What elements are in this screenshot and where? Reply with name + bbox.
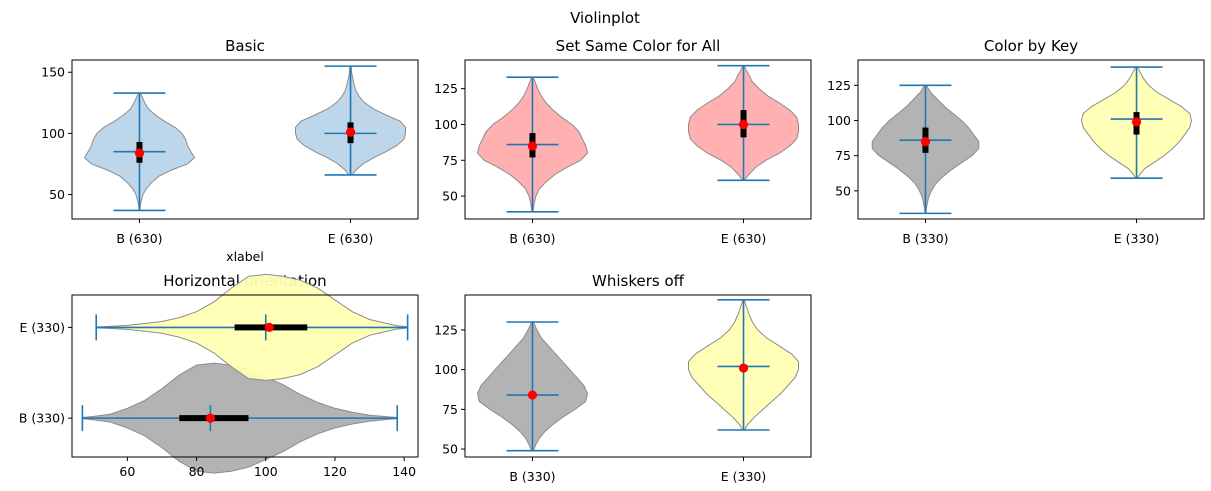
- panel-basic: Basic 50 100 150 B (630) E (630) xlabel: [41, 37, 419, 264]
- violin-median-dot: [527, 141, 538, 151]
- x-axis-label: xlabel: [226, 249, 264, 264]
- value-tick-label: 125: [827, 78, 851, 93]
- axes-frame: [857, 59, 1205, 220]
- category-tick-label: B (630): [509, 231, 555, 246]
- violin-median-dot: [920, 137, 931, 147]
- panels: Basic 50 100 150 B (630) E (630) xlabel Set Sam…: [19, 37, 1205, 484]
- category-tick-label: E (330): [20, 320, 65, 335]
- violin-median-dot: [264, 322, 274, 332]
- value-tick-label: 50: [835, 183, 851, 198]
- violin-median-dot: [738, 363, 749, 373]
- value-tick-label: 140: [392, 464, 416, 479]
- category-tick-label: E (630): [328, 231, 373, 246]
- violin-median-dot: [345, 127, 356, 137]
- panel-title: Set Same Color for All: [556, 37, 721, 55]
- value-tick-label: 150: [41, 65, 65, 80]
- value-tick-label: 75: [442, 153, 458, 168]
- panel-title: Whiskers off: [592, 272, 685, 290]
- category-tick-label: E (330): [1114, 231, 1159, 246]
- panel-title: Basic: [225, 37, 265, 55]
- violin-median-dot: [134, 148, 145, 158]
- violin-median-dot: [738, 119, 749, 130]
- value-tick-label: 75: [442, 402, 458, 417]
- value-tick-label: 100: [827, 113, 851, 128]
- violin-median-dot: [205, 413, 215, 423]
- value-tick-label: 125: [434, 81, 458, 96]
- axes-frame: [71, 294, 419, 458]
- value-tick-label: 100: [434, 117, 458, 132]
- category-tick-label: B (330): [19, 411, 65, 426]
- panel-title: Color by Key: [984, 37, 1078, 55]
- axes-frame: [464, 59, 812, 220]
- value-tick-label: 50: [442, 189, 458, 204]
- value-tick-label: 60: [119, 464, 135, 479]
- axes-frame: [71, 59, 419, 220]
- value-tick-label: 50: [442, 442, 458, 457]
- value-tick-label: 75: [835, 148, 851, 163]
- figure-suptitle: Violinplot: [570, 9, 640, 27]
- value-tick-label: 100: [434, 362, 458, 377]
- category-tick-label: B (330): [509, 469, 555, 484]
- value-tick-label: 100: [41, 126, 65, 141]
- panel-color-by-key: Color by Key 50 75 100 125 B (330) E (330): [827, 37, 1205, 246]
- panel-whiskers-off: Whiskers off 50 75 100 125 B (330) E (330): [434, 272, 812, 484]
- axes-frame: [464, 294, 812, 458]
- category-tick-label: B (630): [116, 231, 162, 246]
- panel-set-same-color-for-all: Set Same Color for All 50 75 100 125 B (630) E…: [434, 37, 812, 246]
- category-tick-label: B (330): [902, 231, 948, 246]
- category-tick-label: E (330): [721, 469, 766, 484]
- value-tick-label: 50: [49, 187, 65, 202]
- value-tick-label: 120: [323, 464, 347, 479]
- value-tick-label: 125: [434, 322, 458, 337]
- panel-horizontal-orientation: Horizontal orientation6080100120140B (33…: [19, 272, 419, 479]
- value-tick-label: 80: [189, 464, 205, 479]
- violin-median-dot: [527, 390, 538, 400]
- category-tick-label: E (630): [721, 231, 766, 246]
- value-tick-label: 100: [254, 464, 278, 479]
- violin-median-dot: [1131, 117, 1142, 127]
